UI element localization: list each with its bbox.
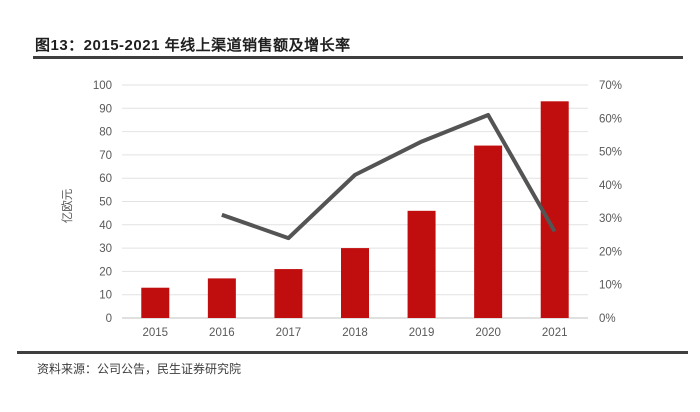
x-axis-category-label: 2018 <box>342 327 368 339</box>
title-rule <box>33 56 683 59</box>
growth-rate-line <box>221 112 557 241</box>
footer-rule <box>17 351 688 354</box>
sales-bar-2016 <box>207 278 236 318</box>
sales-growth-combo-chart: 0 10 20 30 40 50 60 70 80 90 100 0% 10% 20% 30% 40% 50% 6… <box>61 80 622 339</box>
right-axis-tick-label: 20% <box>599 246 622 258</box>
right-axis-tick-label: 0% <box>599 313 616 325</box>
sales-bar-2019 <box>407 210 436 318</box>
left-axis-tick-label: 40 <box>99 220 112 232</box>
left-axis-tick-label: 50 <box>99 197 112 209</box>
left-axis-tick-label: 70 <box>99 150 112 162</box>
right-axis-tick-label: 30% <box>599 213 622 225</box>
x-axis-category-label: 2021 <box>542 327 568 339</box>
figure-title: 图13：2015-2021 年线上渠道销售额及增长率 <box>35 37 351 54</box>
right-axis-tick-label: 60% <box>599 113 622 125</box>
left-axis-tick-label: 30 <box>99 243 112 255</box>
right-axis-tick-label: 50% <box>599 147 622 159</box>
right-axis-tick-label: 10% <box>599 280 622 292</box>
sales-bar-2021 <box>540 101 569 318</box>
left-axis-tick-label: 90 <box>99 103 112 115</box>
left-axis-tick-label: 80 <box>99 127 112 139</box>
x-axis-category-label: 2017 <box>276 327 302 339</box>
x-axis-category-label: 2015 <box>142 327 168 339</box>
left-axis-tick-label: 60 <box>99 173 112 185</box>
left-axis-unit-label: 亿欧元 <box>61 188 74 223</box>
left-axis-tick-label: 0 <box>106 313 112 325</box>
x-axis-category-label: 2020 <box>475 327 501 339</box>
left-axis-tick-label: 10 <box>99 290 112 302</box>
x-axis-category-label: 2016 <box>209 327 235 339</box>
sales-bar-2017 <box>274 269 303 318</box>
left-axis-tick-label: 100 <box>93 80 112 92</box>
sales-bar-2015 <box>141 287 170 318</box>
source-note: 资料来源：公司公告，民生证券研究院 <box>37 362 242 376</box>
right-axis-tick-label: 70% <box>599 80 622 92</box>
sales-bar-2018 <box>341 248 369 318</box>
left-axis-tick-label: 20 <box>99 266 112 278</box>
x-axis-category-label: 2019 <box>409 327 435 339</box>
sales-bar-2020 <box>474 145 503 318</box>
right-axis-tick-label: 40% <box>599 180 622 192</box>
